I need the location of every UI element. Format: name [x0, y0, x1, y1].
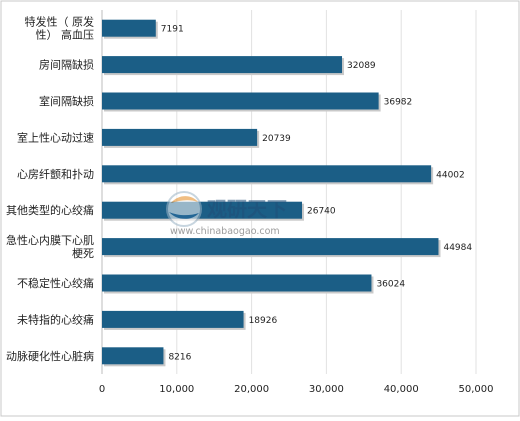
data-label: 32089	[347, 61, 376, 71]
bar-layer: 7191 32089 36982 20739 44002 26740 44984 36024 1…	[102, 19, 472, 367]
category-label: 急性心内膜下心肌	[6, 233, 94, 247]
bar	[102, 92, 379, 110]
bar	[102, 165, 432, 183]
data-label: 36982	[384, 98, 413, 108]
x-tick-label: 0	[99, 384, 105, 395]
bar	[102, 347, 164, 365]
bar	[102, 19, 156, 37]
bar	[102, 128, 258, 146]
watermark-brand: 观研天下	[207, 197, 287, 221]
category-label: 未特指的心绞痛	[17, 312, 94, 326]
x-tick-label: 40,000	[384, 384, 419, 395]
x-tick-label: 50,000	[459, 384, 494, 395]
data-label: 18926	[249, 316, 278, 326]
category-label: 性） 高血压	[36, 28, 95, 42]
category-label: 动脉硬化性心脏病	[6, 349, 94, 363]
category-label: 室上性心动过速	[17, 130, 94, 144]
bar	[102, 201, 303, 219]
category-label: 房间隔缺损	[39, 58, 94, 72]
data-label: 44002	[436, 170, 465, 180]
data-label: 8216	[168, 352, 191, 362]
x-tick-label: 30,000	[309, 384, 344, 395]
bar	[102, 274, 372, 292]
category-label: 不稳定性心绞痛	[17, 276, 94, 290]
data-label: 20739	[262, 134, 291, 144]
watermark-url: www.chinabaogao.com	[170, 226, 280, 237]
data-label: 26740	[307, 207, 336, 217]
category-label: 其他类型的心绞痛	[6, 203, 94, 217]
bar	[102, 56, 343, 74]
x-tick-label-layer: 0 10,000 20,000 30,000 40,000 50,000	[99, 384, 494, 395]
watermark-logo-icon	[166, 191, 202, 227]
data-label: 7191	[161, 25, 184, 35]
watermark: 观研天下 www.chinabaogao.com	[166, 191, 287, 237]
bar	[102, 310, 244, 328]
category-label: 梗死	[72, 246, 94, 260]
data-label: 36024	[376, 280, 405, 290]
category-label: 心房纤颤和扑动	[17, 167, 94, 181]
x-tick-label: 10,000	[159, 384, 194, 395]
x-tick-label: 20,000	[234, 384, 269, 395]
category-label-layer: 特发性（ 原发性） 高血压房间隔缺损室间隔缺损室上性心动过速心房纤颤和扑动其他类…	[6, 15, 94, 363]
data-label: 44984	[443, 243, 472, 253]
category-label: 室间隔缺损	[39, 94, 94, 108]
category-label: 特发性（ 原发	[25, 15, 95, 29]
bar	[102, 238, 439, 256]
